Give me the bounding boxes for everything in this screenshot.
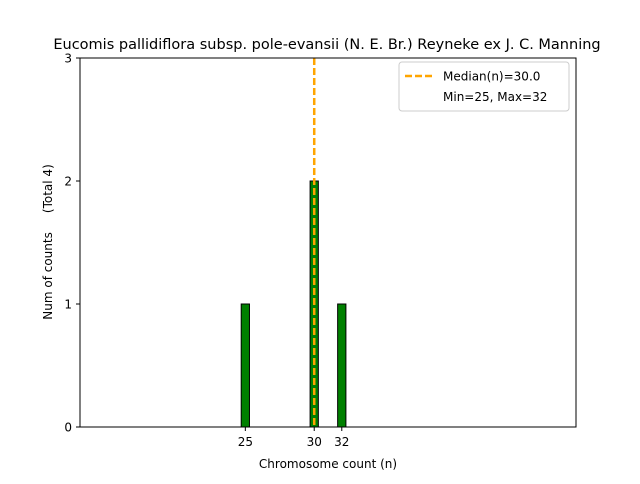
x-axis-label: Chromosome count (n) [259,457,397,471]
legend-box [398,61,570,112]
y-tick-label-3: 3 [64,52,72,66]
x-tick-label-30: 30 [307,435,322,449]
legend-median-label: Median(n)=30.0 [443,70,540,84]
y-tick-label-0: 0 [64,421,72,435]
x-tick-label-32: 32 [334,435,349,449]
y-ticks-layer: 0 1 2 3 [64,52,80,435]
plot-area-frame [79,57,577,428]
x-ticks-layer: 25 30 32 [238,427,349,449]
bar-25 [240,303,250,428]
y-axis-label: Num of counts (Total 4) [41,164,55,319]
bar-32 [337,303,347,428]
y-tick-label-1: 1 [64,298,72,312]
chart-title: Eucomis pallidiflora subsp. pole-evansii… [53,37,600,53]
y-tick-label-2: 2 [64,175,72,189]
legend-range-label: Min=25, Max=32 [443,90,547,104]
x-tick-label-25: 25 [238,435,253,449]
legend: Median(n)=30.0 Min=25, Max=32 [398,61,570,112]
